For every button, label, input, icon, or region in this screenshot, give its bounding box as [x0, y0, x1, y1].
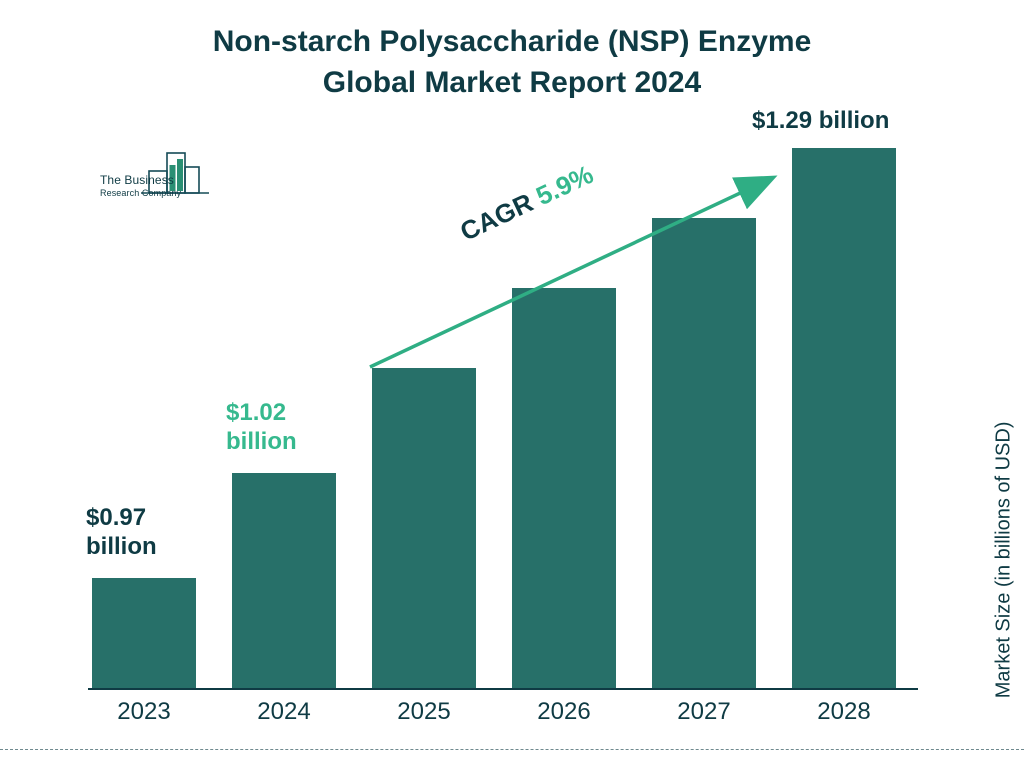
x-axis-category: 2026	[537, 698, 590, 726]
y-axis-label: Market Size (in billions of USD)	[993, 422, 1016, 699]
chart-title: Non-starch Polysaccharide (NSP) Enzyme G…	[0, 22, 1024, 103]
bar-2027: 2027	[652, 218, 756, 688]
bar-fill	[232, 473, 336, 688]
chart-baseline	[88, 688, 918, 690]
x-axis-category: 2024	[257, 698, 310, 726]
value-label-2028: $1.29 billion	[752, 107, 952, 136]
x-axis-category: 2023	[117, 698, 170, 726]
bar-2024: 2024	[232, 473, 336, 688]
x-axis-category: 2027	[677, 698, 730, 726]
x-axis-category: 2025	[397, 698, 450, 726]
bar-fill	[792, 148, 896, 688]
bar-2026: 2026	[512, 288, 616, 688]
title-line-2: Global Market Report 2024	[323, 66, 701, 99]
bar-2023: 2023	[92, 578, 196, 688]
bar-fill	[372, 368, 476, 688]
value-label-2023: $0.97billion	[86, 504, 204, 562]
footer-divider	[0, 749, 1024, 750]
x-axis-category: 2028	[817, 698, 870, 726]
bar-2025: 2025	[372, 368, 476, 688]
bar-fill	[92, 578, 196, 688]
bar-fill	[652, 218, 756, 688]
bar-2028: 2028	[792, 148, 896, 688]
title-line-1: Non-starch Polysaccharide (NSP) Enzyme	[213, 25, 812, 58]
bar-fill	[512, 288, 616, 688]
value-label-2024: $1.02billion	[226, 399, 344, 457]
